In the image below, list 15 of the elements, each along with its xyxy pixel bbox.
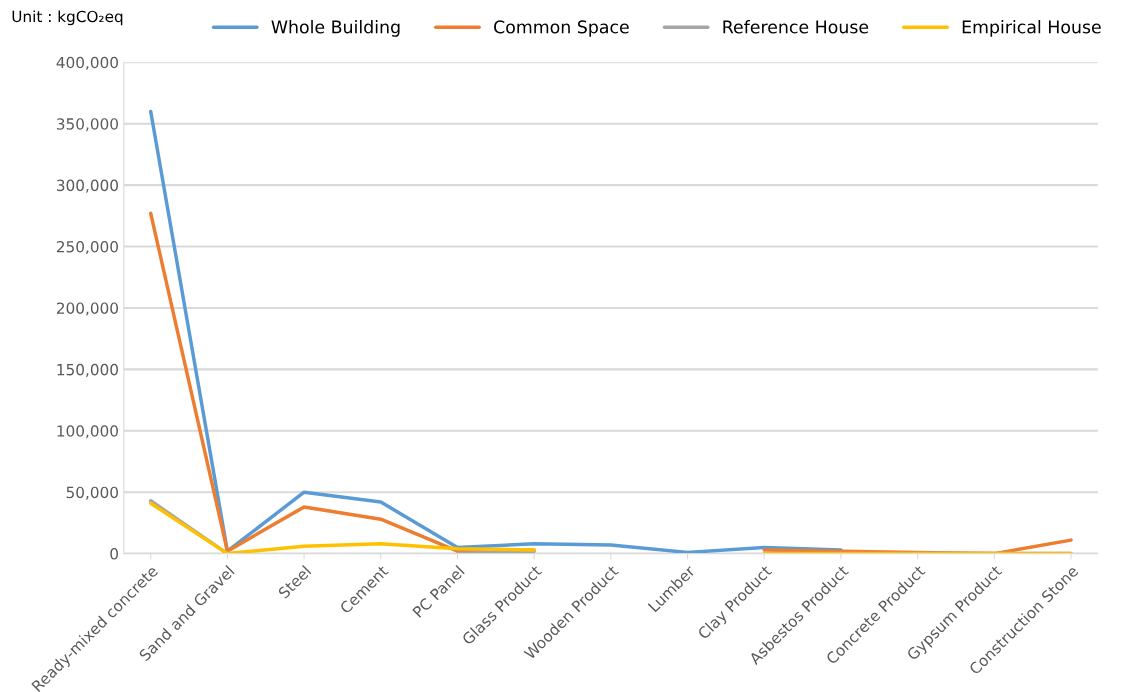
y-tick-label: 100,000 xyxy=(57,425,118,439)
y-tick-label: 400,000 xyxy=(56,56,118,70)
y-tick-label: 300,000 xyxy=(56,179,118,193)
legend-label: Reference House xyxy=(723,20,869,34)
y-tick-label: 200,000 xyxy=(56,302,118,316)
text: Unit : kgCO₂eq xyxy=(12,10,123,26)
y-tick-label: 350,000 xyxy=(56,118,118,132)
legend-label: Common Space xyxy=(494,20,629,37)
legend-label: Empirical House xyxy=(962,20,1101,37)
y-tick-label: 0 xyxy=(110,548,118,560)
y-tick-label: 150,000 xyxy=(57,363,118,377)
y-tick-label: 250,000 xyxy=(56,240,118,255)
line-series xyxy=(148,109,843,554)
y-tick-label: 50,000 xyxy=(66,486,118,500)
legend-label: Whole Building xyxy=(271,20,400,37)
